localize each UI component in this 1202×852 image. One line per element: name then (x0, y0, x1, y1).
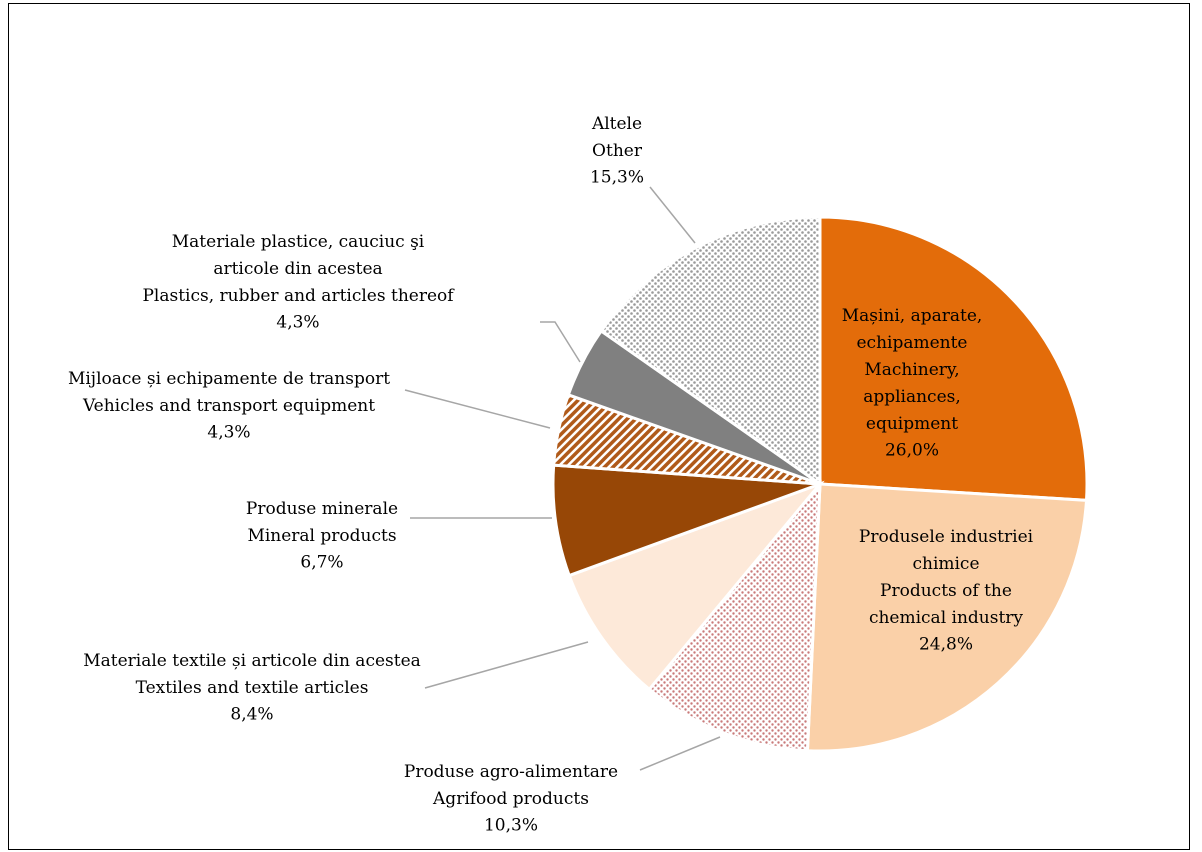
pie-slice (551, 463, 821, 578)
label-line: echipamente (856, 333, 967, 353)
leader-line (404, 389, 551, 429)
value-label: 15,3% (590, 168, 644, 188)
label-line: Materiale plastice, cauciuc şi (172, 232, 425, 252)
slice-label: Produsele industriei chimice Products of t… (859, 527, 1034, 628)
value-label: 8,4% (230, 705, 273, 725)
label-line: Other (592, 141, 643, 161)
slice-label: Produse minerale Mineral products (246, 499, 398, 546)
label-line: chimice (912, 554, 979, 574)
label-line: articole din acestea (213, 259, 382, 279)
value-label: 4,3% (207, 423, 250, 443)
label-line: Plastics, rubber and articles thereof (142, 286, 455, 306)
leader-line (639, 736, 721, 771)
slice-label: Altele Other (591, 114, 643, 161)
value-label: 6,7% (300, 553, 343, 573)
label-line: Agrifood products (432, 789, 589, 809)
value-label: 26,0% (885, 441, 939, 461)
label-line: Vehicles and transport equipment (82, 396, 375, 416)
label-line: Altele (591, 114, 642, 134)
value-label: 4,3% (276, 313, 319, 333)
label-line: Mineral products (247, 526, 396, 546)
slice-label: Materiale plastice, cauciuc şi articole d… (142, 232, 455, 306)
label-line: Mijloace și echipamente de transport (68, 369, 390, 389)
label-line: Machinery, (864, 360, 959, 380)
slice-label: Materiale textile și articole din aceste… (83, 651, 421, 698)
slice-label: Produse agro-alimentare Agrifood products (404, 762, 618, 809)
slices (551, 215, 1089, 753)
label-line: Textiles and textile articles (136, 678, 369, 698)
leader-line (649, 186, 696, 244)
label-line: Produse agro-alimentare (404, 762, 618, 782)
slice-label: Mijloace și echipamente de transport Vehi… (68, 369, 390, 416)
value-label: 24,8% (919, 635, 973, 655)
label-line: Mașini, aparate, (842, 306, 983, 326)
pie-slice (567, 480, 825, 692)
label-line: appliances, (863, 387, 961, 407)
slice-label: Mașini, aparate, echipamente Machinery, app… (842, 306, 983, 434)
leader-line (540, 321, 581, 363)
value-label: 10,3% (484, 816, 538, 836)
leader-line (424, 641, 589, 689)
label-line: Materiale textile și articole din aceste… (83, 651, 421, 671)
frame (8, 3, 1190, 850)
label-line: chemical industry (869, 608, 1023, 628)
pie-slice (818, 215, 1089, 502)
label-line: Products of the (880, 581, 1012, 601)
label-line: Produse minerale (246, 499, 398, 519)
label-line: Produsele industriei (859, 527, 1034, 547)
pie-slice (599, 215, 822, 487)
pie-slice (805, 482, 1089, 753)
pie-slice (647, 479, 822, 753)
leader-lines (404, 186, 721, 771)
label-line: equipment (866, 414, 958, 434)
